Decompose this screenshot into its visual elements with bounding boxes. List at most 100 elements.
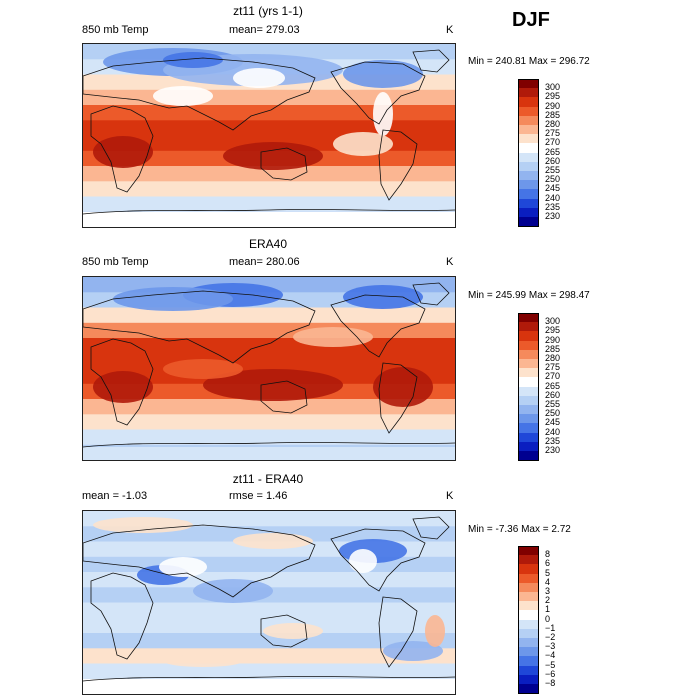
panel-3-map-coastline bbox=[412, 516, 450, 540]
panel-3-colorbar-swatch bbox=[518, 592, 539, 602]
panel-3-colorbar-tick-label: 1 bbox=[545, 604, 551, 615]
panel-3-mean-label: mean = -1.03 bbox=[82, 490, 148, 502]
panel-2-colorbar-tick-label: 275 bbox=[545, 362, 561, 373]
panel-1-map-svg bbox=[83, 44, 455, 227]
panel-2-colorbar-swatch bbox=[518, 441, 539, 452]
panel-2-colorbar-tick-label: 235 bbox=[545, 435, 561, 446]
panel-1-map-masked-region bbox=[83, 212, 455, 227]
panel-2-colorbar-swatch bbox=[518, 423, 539, 433]
panel-1-colorbar-tick-label: 275 bbox=[545, 128, 561, 139]
panel-1-colorbar-swatch bbox=[518, 152, 539, 163]
panel-3-map-field-patch bbox=[233, 533, 313, 549]
panel-1-map-band bbox=[83, 166, 455, 182]
panel-1-map-field-patch bbox=[343, 60, 423, 88]
panel-1-map-field-patch bbox=[153, 86, 213, 106]
panel-3-map-field-patch bbox=[425, 615, 445, 647]
panel-2-map-svg bbox=[83, 277, 455, 460]
panel-2-colorbar-tick-label: 265 bbox=[545, 380, 561, 391]
panel-1-colorbar-swatch bbox=[518, 143, 539, 153]
panel-3-colorbar-swatch bbox=[518, 610, 539, 620]
panel-2-map-field-patch bbox=[343, 285, 423, 309]
panel-3-colorbar-swatch bbox=[518, 564, 539, 574]
panel-2-colorbar-swatch bbox=[518, 386, 539, 397]
panel-3-map-coastline bbox=[83, 676, 455, 682]
panel-2-map-coastline bbox=[378, 362, 418, 434]
panel-1-map-field-patch bbox=[333, 132, 393, 156]
panel-3-colorbar-swatch bbox=[518, 684, 539, 694]
panel-1-map bbox=[82, 43, 456, 228]
panel-1-colorbar-tick-label: 300 bbox=[545, 82, 561, 93]
panel-2-colorbar-tick-label: 240 bbox=[545, 426, 561, 437]
panel-2-map-band bbox=[83, 414, 455, 431]
panel-2-units-label: K bbox=[446, 256, 454, 268]
panel-1-title: zt11 (yrs 1-1) bbox=[233, 4, 303, 18]
panel-3-map-coastline bbox=[90, 572, 154, 660]
season-label: DJF bbox=[512, 9, 550, 31]
panel-3-colorbar-swatch bbox=[518, 665, 539, 676]
panel-2-colorbar-tick-label: 255 bbox=[545, 399, 561, 409]
panel-2-map-field-patch bbox=[113, 287, 233, 311]
panel-3-colorbar-swatch bbox=[518, 656, 539, 666]
panel-1-map-field-patch bbox=[163, 52, 223, 68]
panel-1-colorbar-tick-label: 230 bbox=[545, 211, 561, 221]
panel-3-colorbar-swatch bbox=[518, 546, 539, 556]
panel-2-colorbar-swatch bbox=[518, 313, 539, 323]
panel-3-rmse-label: rmse = 1.46 bbox=[229, 490, 288, 502]
panel-3-map-field-patch bbox=[193, 579, 273, 603]
panel-2-colorbar-tick-label: 300 bbox=[545, 316, 561, 327]
panel-1-map-coastline bbox=[90, 105, 154, 193]
panel-2-colorbar-swatch bbox=[518, 331, 539, 341]
panel-2-title: ERA40 bbox=[248, 237, 288, 251]
panel-2-map-coastline bbox=[90, 338, 154, 426]
panel-3-colorbar-tick-label: −3 bbox=[545, 641, 556, 652]
panel-3-colorbar-tick-label: 5 bbox=[545, 567, 551, 578]
panel-3-map-band bbox=[83, 663, 455, 680]
panel-1-map-band bbox=[83, 196, 455, 213]
panel-1-map-coastline bbox=[260, 147, 308, 181]
panel-1-map-field-patch bbox=[223, 142, 323, 170]
panel-2-colorbar-swatch bbox=[518, 349, 539, 360]
panel-3-map bbox=[82, 510, 456, 695]
panel-1-colorbar-tick-label: 235 bbox=[545, 201, 561, 212]
panel-2-variable-label: 850 mb Temp bbox=[82, 256, 149, 268]
panel-1-colorbar-swatch bbox=[518, 79, 539, 89]
panel-3-colorbar-swatch bbox=[518, 601, 539, 611]
panel-1-map-field-patch bbox=[233, 68, 285, 88]
panel-1-colorbar-swatch bbox=[518, 161, 539, 172]
panel-2-map-coastline bbox=[412, 282, 450, 306]
panel-3-map-coastline bbox=[260, 614, 308, 648]
panel-3-map-field-patch bbox=[263, 623, 323, 639]
panel-3-colorbar-tick-label: 2 bbox=[545, 595, 551, 606]
panel-3-map-field-patch bbox=[163, 655, 243, 667]
panel-2-colorbar-swatch bbox=[518, 368, 539, 378]
panel-3-map-coastline bbox=[83, 524, 316, 598]
panel-2-colorbar-swatch bbox=[518, 432, 539, 443]
panel-1-map-field-patch bbox=[93, 136, 153, 168]
panel-1-colorbar-tick-label: 260 bbox=[545, 155, 561, 166]
panel-1-colorbar-tick-label: 265 bbox=[545, 146, 561, 157]
panel-1-minmax: Min = 240.81 Max = 296.72 bbox=[468, 56, 590, 67]
panel-1-map-coastline bbox=[83, 209, 455, 215]
panel-3-colorbar-tick-label: −1 bbox=[545, 622, 556, 633]
panel-3-colorbar-tick-label: 6 bbox=[545, 558, 551, 569]
panel-3-map-field-patch bbox=[383, 641, 443, 661]
panel-2-mean-label: mean= 280.06 bbox=[229, 256, 300, 268]
panel-3-colorbar-swatch bbox=[518, 555, 539, 565]
panel-2-colorbar-tick-label: 295 bbox=[545, 325, 561, 336]
panel-1-colorbar-swatch bbox=[518, 97, 539, 107]
panel-1-colorbar-tick-label: 295 bbox=[545, 91, 561, 102]
panel-2-map-field-patch bbox=[163, 359, 243, 379]
panel-1-colorbar-swatch bbox=[518, 217, 539, 227]
panel-3-map-band bbox=[83, 602, 455, 619]
panel-1-colorbar-tick-label: 290 bbox=[545, 100, 561, 111]
panel-2-colorbar-swatch bbox=[518, 359, 539, 369]
panel-2-colorbar-swatch bbox=[518, 451, 539, 461]
panel-2-map-field-patch bbox=[93, 371, 153, 403]
panel-1-colorbar-swatch bbox=[518, 207, 539, 218]
panel-2-colorbar-swatch bbox=[518, 377, 539, 387]
panel-2-map-band bbox=[83, 353, 455, 370]
panel-2-colorbar-swatch bbox=[518, 414, 539, 424]
panel-3-colorbar-tick-label: 8 bbox=[545, 549, 551, 560]
panel-2-colorbar-tick-label: 230 bbox=[545, 445, 561, 455]
panel-1-map-band bbox=[83, 181, 455, 198]
